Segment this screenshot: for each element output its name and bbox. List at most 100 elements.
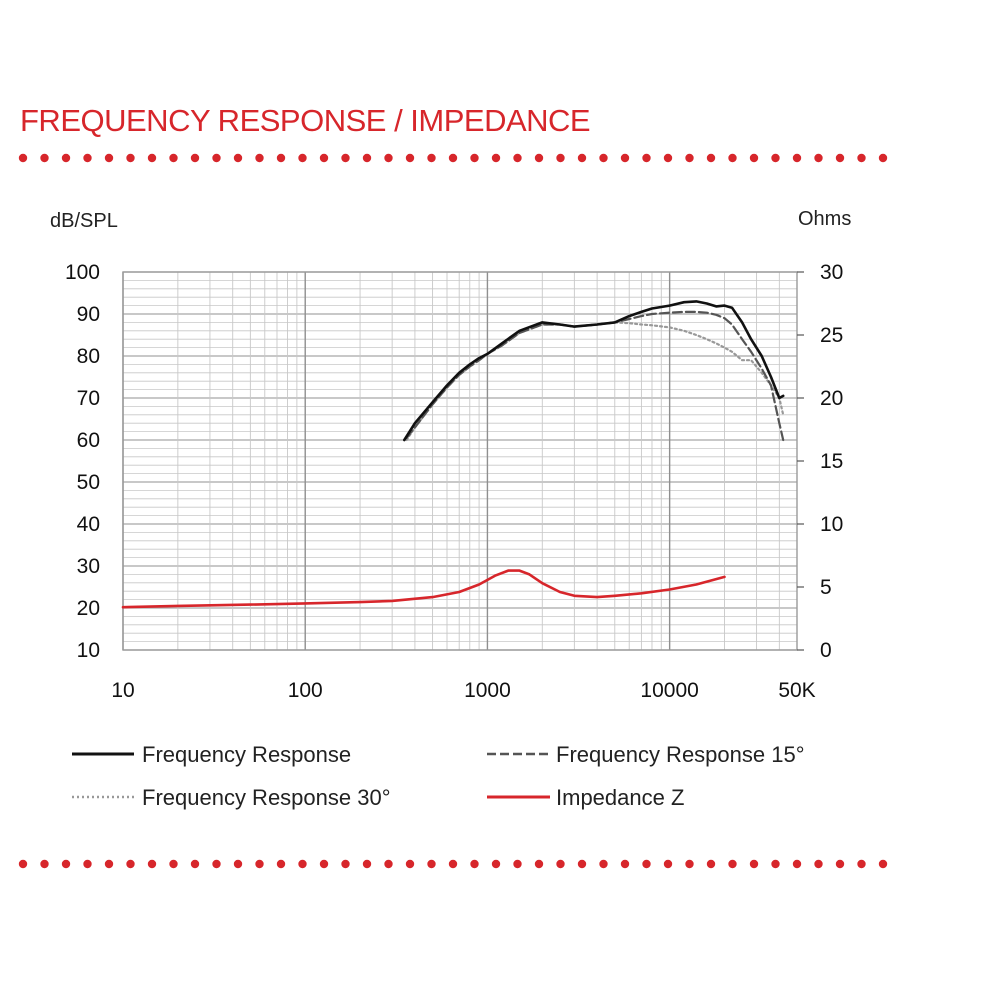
divider-dot xyxy=(233,153,243,163)
x-tick-label: 50K xyxy=(778,679,815,702)
divider-dot xyxy=(190,859,200,869)
divider-dot xyxy=(814,153,823,163)
divider-dot xyxy=(685,859,694,869)
divider-dot xyxy=(835,859,845,869)
divider-dot xyxy=(814,859,823,869)
divider-dot xyxy=(341,859,350,869)
divider-dot xyxy=(40,859,49,869)
divider-dot xyxy=(18,859,28,869)
divider-dot xyxy=(577,153,587,163)
dotted-divider-top xyxy=(18,153,888,163)
y-axis-label: dB/SPL xyxy=(50,210,118,232)
divider-dot xyxy=(556,859,565,869)
divider-dot xyxy=(513,153,522,163)
y2-tick-label: 20 xyxy=(820,387,843,410)
y2-tick-label: 10 xyxy=(820,513,843,536)
series-line-impedance-z xyxy=(121,569,726,609)
divider-dot xyxy=(534,859,544,869)
y2-tick-label: 5 xyxy=(820,576,832,599)
x-tick-label: 1000 xyxy=(464,679,511,702)
divider-dot xyxy=(233,859,243,869)
divider-dot xyxy=(556,153,565,163)
divider-dot xyxy=(147,153,157,163)
divider-dot xyxy=(276,859,286,869)
divider-dot xyxy=(83,859,92,869)
divider-dot xyxy=(491,153,501,163)
y-tick-label: 60 xyxy=(77,429,100,452)
divider-dot xyxy=(771,859,780,869)
divider-dot xyxy=(642,153,651,163)
divider-dot xyxy=(706,153,716,163)
divider-dot xyxy=(792,153,802,163)
divider-dot xyxy=(255,153,264,163)
y-tick-label: 80 xyxy=(77,345,100,368)
legend-label: Impedance Z xyxy=(556,785,684,810)
y-tick-label: 10 xyxy=(77,639,100,662)
divider-dot xyxy=(878,153,888,163)
divider-dot xyxy=(857,153,866,163)
divider-dot xyxy=(147,859,157,869)
divider-dot xyxy=(728,859,737,869)
divider-dot xyxy=(169,153,178,163)
divider-dot xyxy=(18,153,28,163)
divider-dot xyxy=(470,153,479,163)
x-tick-label: 100 xyxy=(288,679,323,702)
series-line-frequency-response xyxy=(403,300,785,442)
divider-dot xyxy=(341,153,350,163)
divider-dot xyxy=(749,859,759,869)
y-tick-label: 20 xyxy=(77,597,100,620)
y-tick-label: 50 xyxy=(77,471,100,494)
divider-dot xyxy=(405,859,415,869)
divider-dot xyxy=(83,153,92,163)
y2-tick-label: 0 xyxy=(820,639,832,662)
y2-axis-label: Ohms xyxy=(798,208,852,230)
divider-dot xyxy=(577,859,587,869)
divider-dot xyxy=(255,859,264,869)
divider-dot xyxy=(61,153,71,163)
legend-label: Frequency Response 15° xyxy=(556,742,805,767)
divider-dot xyxy=(448,153,458,163)
dotted-divider-bottom xyxy=(18,859,888,869)
y-tick-label: 90 xyxy=(77,303,100,326)
divider-dot xyxy=(405,153,415,163)
divider-dot xyxy=(104,153,114,163)
divider-dot xyxy=(620,153,630,163)
divider-dot xyxy=(620,859,630,869)
plot-frame xyxy=(122,271,798,651)
divider-dot xyxy=(642,859,651,869)
divider-dot xyxy=(470,859,479,869)
divider-dot xyxy=(857,859,866,869)
y2-tick-label: 30 xyxy=(820,261,843,284)
legend-label: Frequency Response xyxy=(142,742,351,767)
divider-dot xyxy=(212,153,221,163)
divider-dot xyxy=(792,859,802,869)
divider-dot xyxy=(448,859,458,869)
y-tick-label: 30 xyxy=(77,555,100,578)
divider-dot xyxy=(362,153,372,163)
divider-dot xyxy=(663,153,673,163)
divider-dot xyxy=(663,859,673,869)
divider-dot xyxy=(276,153,286,163)
chart-title: FREQUENCY RESPONSE / IMPEDANCE xyxy=(20,103,591,138)
divider-dot xyxy=(534,153,544,163)
divider-dot xyxy=(126,859,135,869)
divider-dot xyxy=(599,859,608,869)
divider-dot xyxy=(298,859,307,869)
divider-dot xyxy=(319,859,329,869)
divider-dot xyxy=(491,859,501,869)
y-tick-label: 100 xyxy=(65,261,100,284)
divider-dot xyxy=(427,859,436,869)
divider-dot xyxy=(104,859,114,869)
divider-dot xyxy=(298,153,307,163)
divider-dot xyxy=(706,859,716,869)
divider-dot xyxy=(427,153,436,163)
divider-dot xyxy=(728,153,737,163)
series-line-frequency-response-15 xyxy=(405,310,785,442)
divider-dot xyxy=(771,153,780,163)
x-tick-label: 10 xyxy=(111,679,134,702)
x-tick-label: 10000 xyxy=(640,679,698,702)
divider-dot xyxy=(513,859,522,869)
divider-dot xyxy=(749,153,759,163)
divider-dot xyxy=(212,859,221,869)
